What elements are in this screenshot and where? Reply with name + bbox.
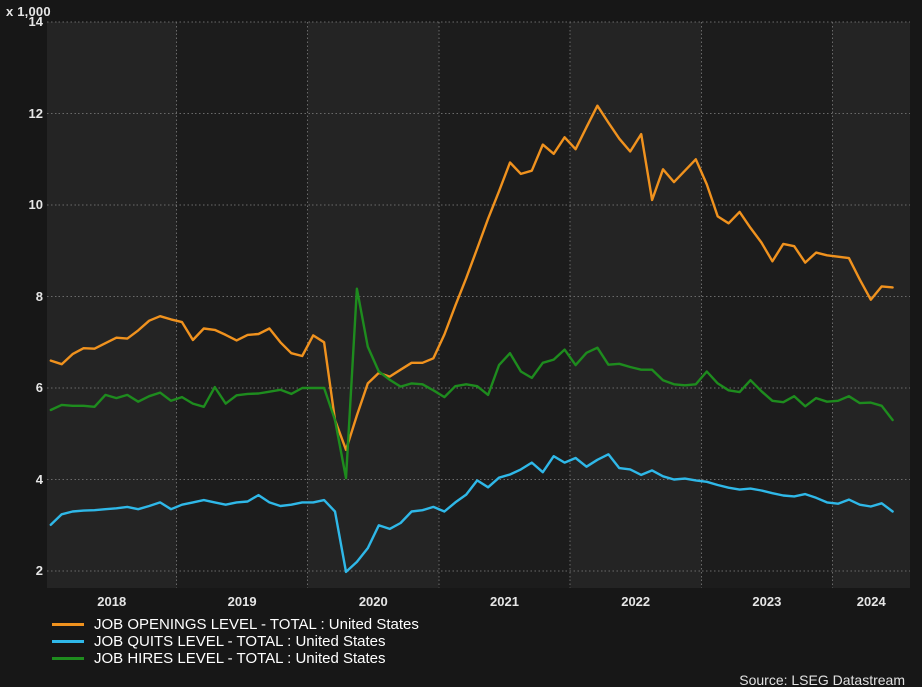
series-line-1 (49, 453, 894, 574)
series-line-2 (49, 287, 894, 480)
y-tick-label: 2 (35, 563, 43, 578)
source-attribution: Source: LSEG Datastream (739, 672, 905, 687)
legend-label: JOB OPENINGS LEVEL - TOTAL : United Stat… (94, 616, 419, 633)
x-tick-label: 2023 (752, 594, 782, 609)
y-tick-label: 12 (28, 105, 43, 121)
y-axis-unit-label: x 1,000 (6, 4, 51, 19)
y-tick-label: 10 (28, 197, 43, 212)
legend-label: JOB HIRES LEVEL - TOTAL : United States (94, 650, 386, 667)
legend-item-job-quits: JOB QUITS LEVEL - TOTAL : United States (52, 633, 419, 650)
year-band (47, 22, 177, 588)
year-band (176, 22, 308, 588)
x-tick-label: 2019 (227, 594, 257, 609)
x-tick-label: 2020 (358, 594, 388, 609)
year-band (307, 22, 439, 588)
year-band (570, 22, 702, 588)
legend-item-job-hires: JOB HIRES LEVEL - TOTAL : United States (52, 650, 419, 667)
x-tick-label: 2024 (856, 594, 886, 609)
year-band (438, 22, 571, 588)
y-tick-label: 4 (35, 471, 43, 487)
legend: JOB OPENINGS LEVEL - TOTAL : United Stat… (52, 616, 419, 667)
openings-line-swatch (52, 623, 84, 626)
legend-item-job-openings: JOB OPENINGS LEVEL - TOTAL : United Stat… (52, 616, 419, 633)
year-band (701, 22, 833, 588)
quits-line-swatch (52, 640, 84, 643)
x-tick-label: 2018 (97, 594, 127, 609)
y-tick-label: 6 (35, 380, 43, 395)
y-tick-label: 14 (28, 14, 43, 29)
x-tick-label: 2021 (490, 594, 519, 609)
legend-label: JOB QUITS LEVEL - TOTAL : United States (94, 633, 386, 650)
x-tick-label: 2022 (621, 594, 651, 609)
hires-line-swatch (52, 657, 84, 660)
year-band (832, 22, 910, 588)
series-line-0 (49, 104, 894, 451)
y-tick-label: 8 (35, 288, 43, 304)
